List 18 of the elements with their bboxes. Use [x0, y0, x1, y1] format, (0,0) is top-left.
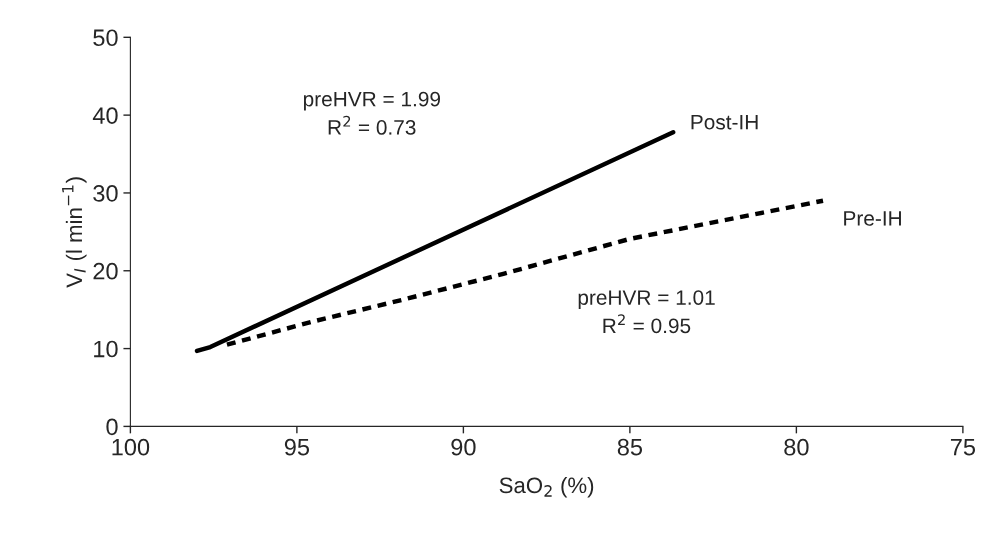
x-tick-label: 85 [617, 438, 643, 456]
x-axis-title: SaO$_{2}$ (%) [499, 476, 594, 498]
series-label: Pre-IH [844, 211, 901, 226]
x-tick-label: 100 [112, 438, 150, 456]
y-tick-label: 40 [92, 107, 118, 124]
y-tick-label: 50 [93, 29, 118, 47]
annotation: preHVR = 1.01 R$^{2}$ = 0.95 [578, 290, 715, 334]
y-tick-label: 30 [93, 185, 118, 202]
x-tick-label: 75 [950, 439, 976, 456]
y-axis-title: V$_{I}$ (l min$^{−1}$) [62, 177, 87, 288]
series-label: Post-IH [691, 114, 758, 130]
x-tick-label: 95 [284, 438, 310, 456]
x-tick-label: 80 [784, 438, 809, 456]
x-tick-label: 90 [451, 438, 476, 456]
y-tick-label: 0 [106, 418, 118, 436]
y-tick-label: 20 [93, 262, 118, 280]
y-tick-label: 10 [94, 340, 118, 358]
annotation: preHVR = 1.99 R$^{2}$ = 0.73 [303, 91, 441, 135]
